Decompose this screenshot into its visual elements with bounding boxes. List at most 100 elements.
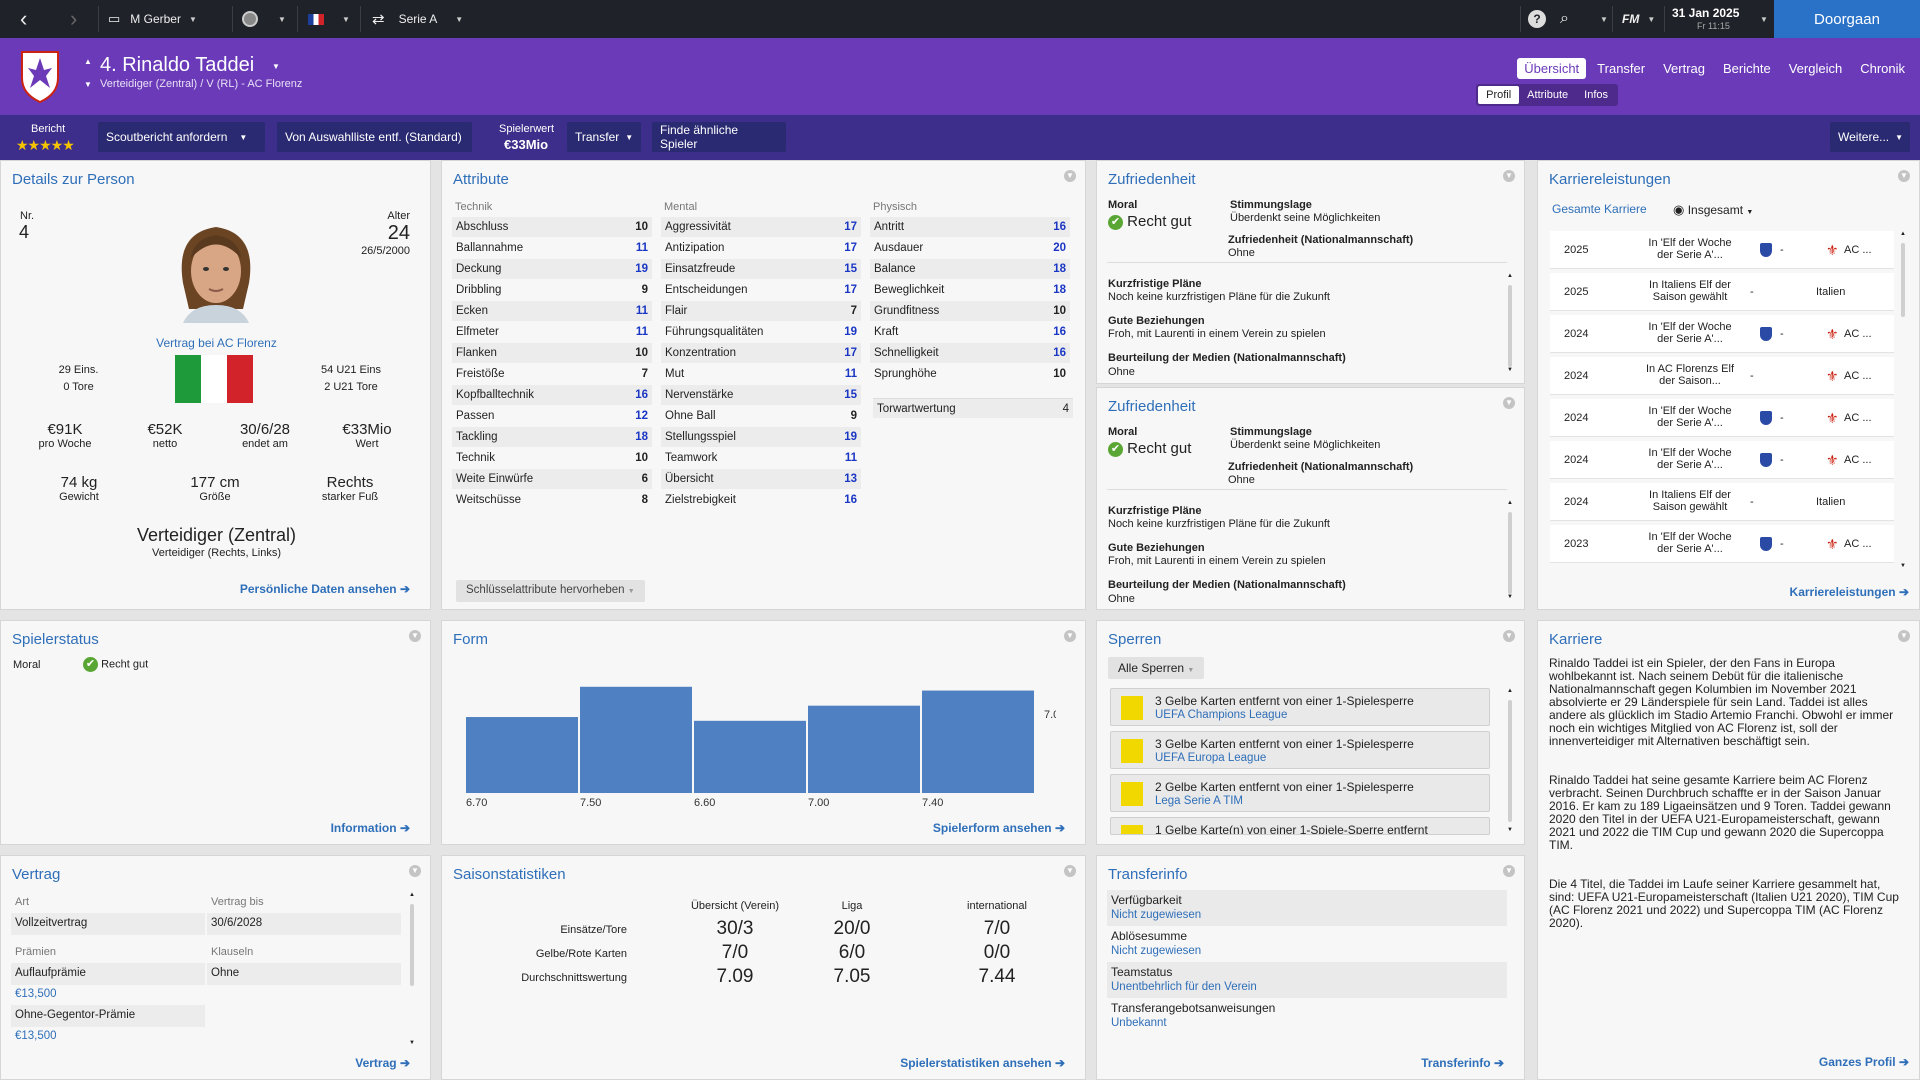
career-achievements-link[interactable]: Karriereleistungen ➔ <box>1790 585 1909 599</box>
highlight-key-attributes-button[interactable]: Schlüsselattribute hervorheben ▼ <box>456 580 645 602</box>
attribute-row[interactable]: Aggressivität 17 <box>661 217 861 237</box>
attribute-row[interactable]: Abschluss 10 <box>452 217 652 237</box>
forward-icon[interactable]: › <box>70 6 78 31</box>
tab-overview[interactable]: Übersicht <box>1517 58 1587 79</box>
panel-options-icon[interactable]: ▼ <box>409 865 421 877</box>
attribute-row[interactable]: Mut 11 <box>661 364 861 384</box>
scrollbar[interactable] <box>1901 243 1905 317</box>
tab-compare[interactable]: Vergleich <box>1788 61 1843 76</box>
report-stars[interactable]: ★★★★★ <box>16 137 75 153</box>
attribute-row[interactable]: Zielstrebigkeit 16 <box>661 490 861 510</box>
career-row[interactable]: 2024 In 'Elf der Woche der Serie A'... - ⚜ A… <box>1550 315 1894 353</box>
scrollbar[interactable] <box>1508 700 1512 822</box>
help-icon[interactable]: ? <box>1528 0 1546 38</box>
bans-filter[interactable]: Alle Sperren ▼ <box>1108 657 1205 679</box>
transfer-info-link[interactable]: Transferinfo ➔ <box>1421 1056 1504 1070</box>
player-stats-link[interactable]: Spielerstatistiken ansehen ➔ <box>900 1056 1065 1070</box>
attribute-row[interactable]: Antizipation 17 <box>661 238 861 258</box>
attribute-row[interactable]: Schnelligkeit 16 <box>870 343 1070 363</box>
attribute-row[interactable]: Kraft 16 <box>870 322 1070 342</box>
fm-menu[interactable]: FM ▼ <box>1622 0 1655 38</box>
form-bar[interactable] <box>466 717 578 793</box>
find-similar-button[interactable]: Finde ähnliche Spieler <box>652 122 786 152</box>
attribute-row[interactable]: Ballannahme 11 <box>452 238 652 258</box>
panel-options-icon[interactable]: ▼ <box>1898 630 1910 642</box>
attribute-row[interactable]: Technik 10 <box>452 448 652 468</box>
ban-item[interactable]: 2 Gelbe Karten entfernt von einer 1-Spie… <box>1110 774 1490 812</box>
chevron-down-icon[interactable]: ▼ <box>272 62 280 71</box>
scroll-down-icon[interactable]: ▼ <box>409 1040 415 1046</box>
attribute-row[interactable]: Passen 12 <box>452 406 652 426</box>
view-filter[interactable]: ◉ Insgesamt ▼ <box>1673 202 1753 218</box>
attribute-row[interactable]: Flanken 10 <box>452 343 652 363</box>
career-row[interactable]: 2024 In Italiens Elf der Saison gewählt - I… <box>1550 483 1894 521</box>
form-bar[interactable] <box>808 705 920 793</box>
personal-data-link[interactable]: Persönliche Daten ansehen ➔ <box>240 582 410 596</box>
prev-player-icon[interactable]: ▲ <box>84 57 92 66</box>
availability-value[interactable]: Nicht zugewiesen <box>1111 909 1202 921</box>
club-menu[interactable]: ▼ <box>242 0 286 38</box>
attribute-row[interactable]: Ausdauer 20 <box>870 238 1070 258</box>
ban-item[interactable]: 1 Gelbe Karte(n) von einer 1-Spiele-Sper… <box>1110 817 1490 835</box>
more-button[interactable]: Weitere... ▼ <box>1830 122 1910 152</box>
calendar-menu[interactable]: ▼ <box>1752 0 1768 38</box>
panel-options-icon[interactable]: ▼ <box>1503 170 1515 182</box>
attribute-row[interactable]: Konzentration 17 <box>661 343 861 363</box>
career-row[interactable]: 2025 In 'Elf der Woche der Serie A'... - ⚜ A… <box>1550 231 1894 269</box>
next-player-icon[interactable]: ▼ <box>84 80 92 89</box>
form-bar[interactable] <box>580 686 692 793</box>
competition-menu[interactable]: ⇄ Serie A ▼ <box>372 0 463 38</box>
scroll-up-icon[interactable]: ▲ <box>1507 500 1513 506</box>
attribute-row[interactable]: Weitschüsse 8 <box>452 490 652 510</box>
information-link[interactable]: Information ➔ <box>331 821 410 835</box>
attribute-row[interactable]: Beweglichkeit 18 <box>870 280 1070 300</box>
attribute-row[interactable]: Elfmeter 11 <box>452 322 652 342</box>
attribute-row[interactable]: Freistöße 7 <box>452 364 652 384</box>
attribute-row[interactable]: Führungsqualitäten 19 <box>661 322 861 342</box>
tab-history[interactable]: Chronik <box>1860 61 1905 76</box>
panel-options-icon[interactable]: ▼ <box>1503 865 1515 877</box>
attribute-row[interactable]: Einsatzfreude 15 <box>661 259 861 279</box>
scroll-up-icon[interactable]: ▲ <box>1900 231 1906 237</box>
attribute-row[interactable]: Deckung 19 <box>452 259 652 279</box>
tab-reports[interactable]: Berichte <box>1723 61 1771 76</box>
continue-button[interactable]: Doorgaan <box>1774 0 1920 38</box>
subtab-info[interactable]: Infos <box>1584 89 1608 101</box>
subtab-profile[interactable]: Profil <box>1478 86 1520 104</box>
scout-report-button[interactable]: Scoutbericht anfordern ▼ <box>98 122 265 152</box>
subtab-attributes[interactable]: Attribute <box>1527 89 1569 101</box>
tab-transfer[interactable]: Transfer <box>1597 61 1646 76</box>
form-bar[interactable] <box>922 690 1034 793</box>
attribute-row[interactable]: Ohne Ball 9 <box>661 406 861 426</box>
transfer-button[interactable]: Transfer ▼ <box>567 122 641 152</box>
panel-options-icon[interactable]: ▼ <box>1503 397 1515 409</box>
attribute-row[interactable]: Grundfitness 10 <box>870 301 1070 321</box>
career-row[interactable]: 2024 In 'Elf der Woche der Serie A'... - ⚜ A… <box>1550 399 1894 437</box>
scroll-up-icon[interactable]: ▲ <box>409 892 415 898</box>
ban-competition[interactable]: Lega Serie A TIM <box>1155 795 1244 807</box>
attribute-row[interactable]: Kopfballtechnik 16 <box>452 385 652 405</box>
scroll-down-icon[interactable]: ▼ <box>1507 367 1513 373</box>
career-row[interactable]: 2024 In AC Florenzs Elf der Saison... - ⚜ AC… <box>1550 357 1894 395</box>
panel-options-icon[interactable]: ▼ <box>1898 170 1910 182</box>
attribute-row[interactable]: Sprunghöhe 10 <box>870 364 1070 384</box>
search-options[interactable]: ▼ <box>1592 0 1608 38</box>
scroll-down-icon[interactable]: ▼ <box>1507 827 1513 833</box>
manager-menu[interactable]: ▭ M Gerber ▼ <box>108 0 197 38</box>
attribute-row[interactable]: Stellungsspiel 19 <box>661 427 861 447</box>
attribute-row[interactable]: Übersicht 13 <box>661 469 861 489</box>
career-filter-link[interactable]: Gesamte Karriere <box>1552 202 1647 216</box>
form-link[interactable]: Spielerform ansehen ➔ <box>933 821 1065 835</box>
scroll-up-icon[interactable]: ▲ <box>1507 273 1513 279</box>
contract-link[interactable]: Vertrag ➔ <box>355 1056 410 1070</box>
scroll-down-icon[interactable]: ▼ <box>1900 563 1906 569</box>
attribute-row[interactable]: Balance 18 <box>870 259 1070 279</box>
full-profile-link[interactable]: Ganzes Profil ➔ <box>1819 1055 1909 1069</box>
career-row[interactable]: 2025 In Italiens Elf der Saison gewählt - I… <box>1550 273 1894 311</box>
ban-competition[interactable]: UEFA Europa League <box>1155 752 1267 764</box>
panel-options-icon[interactable]: ▼ <box>409 630 421 642</box>
remove-shortlist-button[interactable]: Von Auswahlliste entf. (Standard) <box>277 122 472 152</box>
career-row[interactable]: 2024 In 'Elf der Woche der Serie A'... - ⚜ A… <box>1550 441 1894 479</box>
ban-competition[interactable]: UEFA Champions League <box>1155 709 1288 721</box>
scroll-up-icon[interactable]: ▲ <box>1507 688 1513 694</box>
